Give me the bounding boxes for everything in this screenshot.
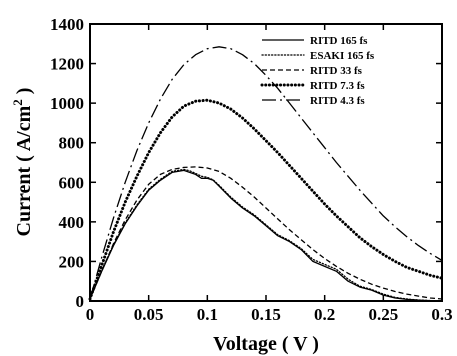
y-tick-label: 200 (59, 252, 85, 271)
y-tick-label: 400 (59, 213, 85, 232)
curves-layer (88, 46, 444, 302)
series-line-5 (89, 46, 443, 300)
x-tick-label: 0.25 (368, 305, 398, 324)
legend: RITD 165 fs ESAKI 165 fs RITD 33 fs RITD 7.… (260, 35, 375, 107)
y-axis-ticks: 0 200 400 600 800 1000 1200 1400 (50, 15, 442, 311)
x-tick-label: 0.1 (197, 305, 218, 324)
legend-label: RITD 7.3 fs (310, 80, 365, 92)
y-axis-title-tail: ) (13, 88, 35, 100)
series-line-4 (88, 98, 444, 301)
legend-label: RITD 4.3 fs (310, 95, 365, 107)
x-axis-ticks: 0 0.05 0.1 0.15 0.2 0.25 0.3 (86, 24, 453, 324)
x-tick-label: 0.15 (251, 305, 281, 324)
y-axis-title-superscript: 2 (10, 99, 25, 106)
x-tick-label: 0 (86, 305, 95, 324)
y-axis-title-main: Current ( A/cm (13, 105, 35, 236)
y-tick-label: 1000 (50, 94, 84, 113)
y-tick-label: 1400 (50, 15, 84, 34)
y-tick-label: 600 (59, 173, 85, 192)
y-axis-title: Current ( A/cm2 ) (10, 88, 35, 237)
x-tick-label: 0.3 (431, 305, 452, 324)
series-line-1 (89, 169, 443, 302)
plot-area (88, 23, 444, 302)
y-tick-label: 800 (59, 134, 85, 153)
legend-label: RITD 165 fs (310, 35, 368, 47)
legend-label: ESAKI 165 fs (310, 50, 375, 62)
x-axis-title: Voltage ( V ) (213, 333, 319, 355)
series-line-3 (89, 166, 443, 300)
y-tick-label: 1200 (50, 55, 84, 74)
series-line-2 (89, 168, 443, 302)
x-tick-label: 0.2 (314, 305, 335, 324)
legend-label: RITD 33 fs (310, 65, 363, 77)
y-tick-label: 0 (76, 292, 85, 311)
x-tick-label: 0.05 (134, 305, 164, 324)
